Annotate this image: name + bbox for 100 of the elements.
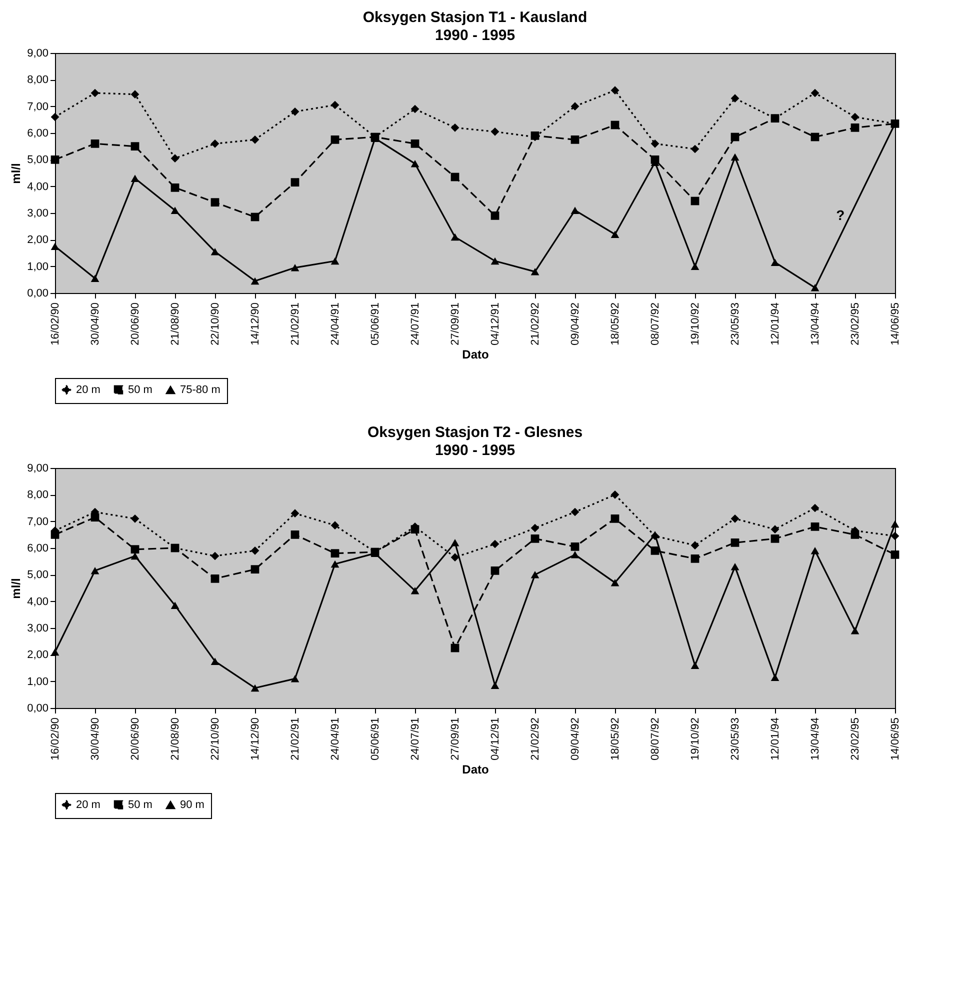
x-tick-label: 21/02/92 (530, 302, 542, 346)
point (210, 574, 220, 583)
point (730, 94, 740, 103)
y-tick-label: 9,00 (27, 462, 48, 474)
point (570, 551, 580, 558)
y-tick-label: 3,00 (27, 622, 48, 634)
point (290, 509, 300, 518)
point (490, 127, 500, 136)
point (210, 658, 220, 665)
point (130, 90, 140, 99)
point (170, 602, 180, 609)
point (410, 587, 420, 594)
point (90, 513, 100, 522)
point (290, 107, 300, 116)
point (210, 248, 220, 256)
point (250, 546, 260, 555)
y-tick-label: 8,00 (27, 74, 48, 86)
point (450, 233, 460, 241)
point (330, 549, 340, 558)
y-axis-title: ml/l (9, 578, 24, 599)
point (570, 135, 580, 144)
x-tick-label: 09/04/92 (570, 302, 582, 346)
legend-label: 50 m (128, 798, 152, 811)
point (490, 211, 500, 220)
point (530, 534, 540, 543)
point (690, 554, 700, 563)
y-tick-label: 9,00 (27, 48, 48, 60)
point (450, 539, 460, 546)
point (730, 153, 740, 161)
point (570, 102, 580, 111)
point (890, 550, 900, 559)
x-axis-title: Dato (462, 762, 489, 776)
x-tick-label: 27/09/91 (450, 718, 462, 760)
chart-title: Oksygen Stasjon T2 - Glesnes (367, 424, 583, 441)
point (490, 540, 500, 548)
point (730, 514, 740, 523)
point (90, 567, 100, 574)
point (50, 155, 60, 164)
point (290, 264, 300, 272)
point (130, 514, 140, 523)
point (490, 566, 500, 575)
point (770, 525, 780, 534)
x-tick-label: 14/06/95 (890, 718, 902, 760)
x-tick-label: 09/04/92 (570, 718, 582, 760)
point (330, 100, 340, 110)
point (610, 86, 620, 95)
point (570, 508, 580, 516)
chart-subtitle: 1990 - 1995 (434, 27, 516, 44)
point (770, 114, 780, 123)
point (170, 544, 180, 552)
point (810, 88, 820, 98)
y-tick-label: 8,00 (27, 489, 48, 502)
point (690, 196, 700, 206)
point (730, 563, 740, 570)
point (450, 644, 460, 652)
x-tick-label: 22/10/90 (210, 302, 222, 346)
point (610, 230, 620, 238)
x-tick-label: 24/04/91 (330, 302, 342, 346)
y-tick-label: 2,00 (27, 649, 48, 662)
point (170, 206, 180, 214)
point (610, 579, 620, 586)
point (290, 675, 300, 682)
x-tick-label: 24/04/91 (330, 718, 342, 760)
point (890, 532, 900, 540)
x-tick-label: 04/12/91 (490, 302, 502, 346)
x-tick-label: 19/10/92 (690, 302, 702, 346)
point (850, 530, 860, 539)
point (450, 123, 460, 132)
x-tick-label: 05/06/91 (370, 302, 382, 346)
point (330, 257, 340, 265)
x-tick-label: 08/07/92 (650, 302, 662, 346)
y-tick-label: 3,00 (27, 208, 48, 220)
point (810, 522, 820, 531)
point (130, 174, 140, 182)
x-tick-label: 22/10/90 (210, 718, 222, 760)
x-tick-label: 21/02/91 (290, 302, 302, 346)
point (770, 534, 780, 543)
point (410, 104, 420, 114)
point (450, 553, 460, 562)
y-tick-label: 5,00 (27, 154, 48, 166)
point (50, 112, 60, 122)
point (130, 142, 140, 151)
x-tick-label: 05/06/91 (370, 718, 382, 760)
point (730, 538, 740, 547)
point (690, 262, 700, 270)
x-tick-label: 18/05/92 (610, 302, 622, 346)
point (490, 682, 500, 689)
point (410, 160, 420, 168)
x-tick-label: 08/07/92 (650, 718, 662, 760)
legend-label: 50 m (128, 384, 152, 396)
point (770, 674, 780, 681)
x-tick-label: 30/04/90 (90, 718, 102, 760)
point (250, 684, 260, 692)
point (490, 257, 500, 265)
chart-subtitle: 1990 - 1995 (434, 442, 516, 459)
point (770, 258, 780, 266)
point (810, 504, 820, 512)
point (170, 183, 180, 192)
point (650, 546, 660, 555)
legend-label: 90 m (180, 799, 204, 812)
